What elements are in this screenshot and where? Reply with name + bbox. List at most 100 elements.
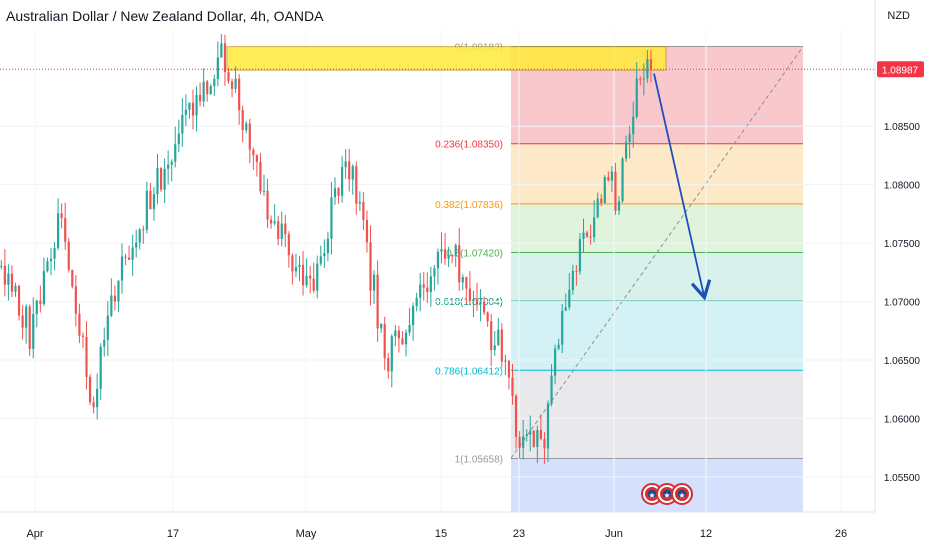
y-tick-label: 1.05500 bbox=[884, 473, 921, 484]
candle-body bbox=[202, 81, 205, 102]
candle-body bbox=[376, 274, 379, 329]
candle-body bbox=[461, 277, 464, 283]
chart-title: Australian Dollar / New Zealand Dollar, … bbox=[6, 8, 324, 24]
candle-body bbox=[575, 270, 578, 272]
candle-body bbox=[571, 270, 574, 291]
candle-body bbox=[227, 71, 230, 82]
candle-body bbox=[582, 232, 585, 240]
candle-body bbox=[646, 59, 649, 79]
candle-body bbox=[273, 221, 276, 224]
candle-body bbox=[380, 323, 383, 329]
candle-body bbox=[472, 299, 475, 302]
candle-body bbox=[106, 315, 109, 340]
candle-body bbox=[270, 219, 273, 224]
candle-body bbox=[486, 312, 489, 322]
candle-body bbox=[142, 229, 145, 231]
resistance-zone[interactable] bbox=[226, 46, 667, 71]
grid bbox=[0, 28, 875, 512]
candle-body bbox=[99, 346, 102, 389]
flag-badge-center bbox=[648, 490, 656, 498]
fib-level-label: 0.618(1.07004) bbox=[435, 297, 503, 308]
fibonacci-retracement[interactable]: 0(1.09182)0.236(1.08350)0.382(1.07836)0.… bbox=[435, 42, 804, 512]
candle-body bbox=[39, 300, 42, 305]
candle-body bbox=[426, 287, 429, 292]
candle-body bbox=[536, 429, 539, 447]
candle-body bbox=[451, 255, 454, 257]
y-tick-label: 1.08000 bbox=[884, 181, 921, 192]
candle-body bbox=[543, 439, 546, 449]
candle-body bbox=[621, 158, 624, 202]
candle-body bbox=[21, 315, 24, 328]
candle-body bbox=[213, 78, 216, 87]
candle-body bbox=[483, 301, 486, 313]
fib-zone bbox=[511, 143, 803, 204]
current-price-badge bbox=[877, 61, 924, 78]
candle-body bbox=[184, 109, 187, 115]
candle-body bbox=[163, 168, 166, 190]
candle-body bbox=[401, 338, 404, 345]
candle-body bbox=[230, 81, 234, 89]
candle-body bbox=[138, 229, 141, 243]
candle-body bbox=[341, 167, 344, 196]
candle-body bbox=[280, 223, 283, 240]
candle-body bbox=[518, 436, 521, 448]
candle-body bbox=[323, 253, 326, 257]
candle-body bbox=[266, 190, 269, 220]
candle-body bbox=[316, 263, 319, 291]
candle-body bbox=[17, 285, 21, 316]
candle-body bbox=[614, 171, 617, 211]
candle-body bbox=[362, 201, 365, 220]
candle-body bbox=[277, 221, 280, 240]
candle-body bbox=[53, 247, 56, 259]
candle-body bbox=[589, 236, 592, 238]
candle-body bbox=[351, 166, 354, 180]
candle-body bbox=[128, 257, 131, 260]
candle-body bbox=[603, 177, 606, 203]
candle-body bbox=[152, 194, 156, 210]
resistance-zone-rect bbox=[226, 46, 667, 71]
x-tick-label: Jun bbox=[605, 528, 623, 540]
x-tick-label: May bbox=[296, 528, 317, 540]
x-tick-label: 26 bbox=[835, 528, 847, 540]
candle-body bbox=[71, 269, 74, 287]
candle-body bbox=[522, 436, 525, 448]
forecast-arrow bbox=[653, 73, 712, 301]
candle-body bbox=[113, 295, 116, 302]
candle-body bbox=[294, 267, 298, 272]
candle-body bbox=[511, 377, 514, 396]
candle-body bbox=[103, 339, 106, 347]
candle-body bbox=[67, 241, 70, 270]
candle-body bbox=[468, 288, 471, 302]
candle-body bbox=[497, 329, 500, 346]
candle-body bbox=[514, 395, 518, 437]
candle-body bbox=[88, 376, 92, 403]
y-tick-label: 1.08500 bbox=[884, 122, 921, 133]
candle-body bbox=[60, 213, 63, 219]
candle-body bbox=[131, 247, 134, 260]
x-tick-label: 23 bbox=[513, 528, 525, 540]
candles bbox=[0, 34, 653, 464]
candle-body bbox=[81, 335, 85, 337]
candle-body bbox=[610, 171, 613, 181]
candle-body bbox=[344, 161, 347, 168]
candle-body bbox=[248, 123, 251, 150]
candle-body bbox=[475, 299, 479, 305]
candle-body bbox=[252, 149, 255, 156]
candle-body bbox=[337, 188, 340, 196]
candle-body bbox=[305, 275, 308, 286]
candle-body bbox=[199, 94, 202, 102]
candle-body bbox=[220, 43, 223, 58]
candle-body bbox=[493, 345, 496, 350]
candle-body bbox=[617, 201, 621, 211]
candle-body bbox=[181, 114, 184, 134]
candle-body bbox=[632, 116, 635, 135]
candle-body bbox=[312, 278, 315, 291]
fib-level-label: 0.5(1.07420) bbox=[446, 248, 503, 259]
candle-body bbox=[539, 429, 542, 440]
candle-body bbox=[216, 57, 219, 79]
y-tick-label: 1.06500 bbox=[884, 356, 921, 367]
candle-body bbox=[241, 110, 244, 131]
candle-body bbox=[387, 358, 390, 372]
flag-star-icon: ★ bbox=[648, 491, 655, 500]
